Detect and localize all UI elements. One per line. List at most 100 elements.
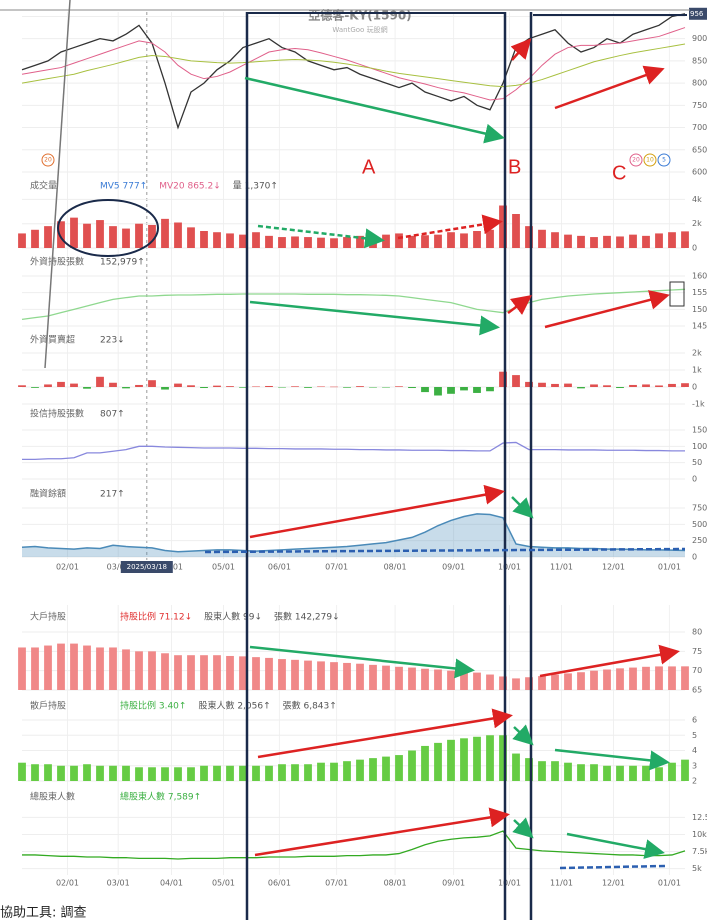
bar — [473, 736, 481, 781]
annotation-layer: A B C 協助工具: 調查 — [0, 0, 690, 920]
y-tick-label: 700 — [692, 123, 707, 132]
bar — [187, 385, 195, 387]
bar — [122, 649, 130, 690]
bar — [369, 758, 377, 781]
arrow — [249, 484, 505, 539]
bar — [538, 761, 546, 781]
arrow — [554, 65, 665, 110]
area-fill — [22, 513, 685, 557]
y-tick-label: 50 — [692, 458, 702, 467]
bar — [31, 764, 39, 781]
arrow — [397, 214, 503, 240]
bar — [408, 387, 416, 389]
bar — [70, 217, 78, 248]
bar — [473, 672, 481, 690]
arrow — [544, 290, 670, 329]
bar — [616, 387, 624, 389]
arrow — [254, 807, 510, 857]
x-tick-label: 05/01 — [212, 879, 235, 888]
bar — [57, 381, 65, 387]
legend-entry: 股東人數 2,056↑ — [198, 700, 270, 712]
bar — [317, 762, 325, 781]
bar — [603, 235, 611, 248]
bar — [551, 232, 559, 248]
bar — [252, 657, 260, 690]
x-tick-label: 04/01 — [160, 879, 183, 888]
bar — [122, 228, 130, 248]
x-tick-label: 02/01 — [56, 879, 79, 888]
x-tick-label: 07/01 — [325, 879, 348, 888]
legend-entry: 152,979↑ — [100, 258, 145, 268]
bar — [486, 229, 494, 248]
bar — [395, 755, 403, 781]
x-tick-label: 09/01 — [442, 879, 465, 888]
bar — [330, 662, 338, 690]
bar — [447, 739, 455, 781]
bar — [148, 224, 156, 248]
bar — [278, 237, 286, 248]
y-tick-label: 800 — [692, 79, 707, 88]
bar — [590, 670, 598, 690]
bar — [395, 386, 403, 387]
bar — [421, 668, 429, 690]
arrow — [257, 708, 513, 759]
bar — [239, 656, 247, 690]
bar — [681, 666, 689, 690]
y-tick-label: 850 — [692, 56, 707, 65]
bar — [525, 758, 533, 781]
bar — [213, 765, 221, 781]
x-tick-label: 12/01 — [602, 563, 625, 572]
bar — [460, 671, 468, 690]
bar — [525, 381, 533, 387]
bar — [434, 387, 442, 396]
bar — [213, 385, 221, 387]
bar — [369, 387, 377, 388]
bar — [655, 233, 663, 248]
y-tick-label: 70 — [692, 666, 702, 675]
bar — [512, 214, 520, 248]
bar — [356, 663, 364, 690]
bar — [148, 651, 156, 690]
legend-entry: 持股比例 3.40↑ — [120, 700, 186, 712]
bar — [629, 765, 637, 781]
line-series — [22, 830, 686, 860]
bar — [603, 765, 611, 781]
arrow — [249, 645, 475, 679]
bar — [356, 235, 364, 248]
bar — [148, 767, 156, 781]
bar — [174, 383, 182, 387]
y-tick-label: 0 — [692, 475, 697, 484]
bar — [668, 762, 676, 781]
x-tick-label: 06/01 — [268, 879, 291, 888]
bar — [408, 235, 416, 248]
bar — [226, 386, 234, 387]
bar — [291, 764, 299, 781]
bar — [109, 765, 117, 781]
bar — [681, 383, 689, 387]
y-tick-label: 600 — [692, 168, 707, 177]
bar — [512, 678, 520, 690]
bar — [343, 237, 351, 248]
bar — [44, 764, 52, 781]
bar — [655, 385, 663, 387]
box-highlight — [669, 281, 685, 307]
arrow — [566, 832, 665, 859]
bar — [83, 387, 91, 389]
badge — [629, 153, 643, 167]
chart-title: 亞德客-KY(1590) — [308, 8, 411, 23]
bar — [603, 669, 611, 690]
bar — [343, 662, 351, 690]
x-tick-label: 07/01 — [325, 563, 348, 572]
bar — [421, 235, 429, 248]
x-tick-label: 06/01 — [268, 563, 291, 572]
line-series — [21, 13, 686, 130]
y-tick-label: 6 — [692, 716, 697, 725]
y-tick-label: 12.5k — [692, 813, 707, 822]
x-tick-label: 11/01 — [550, 563, 573, 572]
bar — [642, 765, 650, 781]
bar — [460, 233, 468, 248]
arrow — [510, 38, 532, 61]
bar — [330, 386, 338, 388]
bar — [382, 387, 390, 388]
y-tick-label: 145 — [692, 322, 707, 331]
